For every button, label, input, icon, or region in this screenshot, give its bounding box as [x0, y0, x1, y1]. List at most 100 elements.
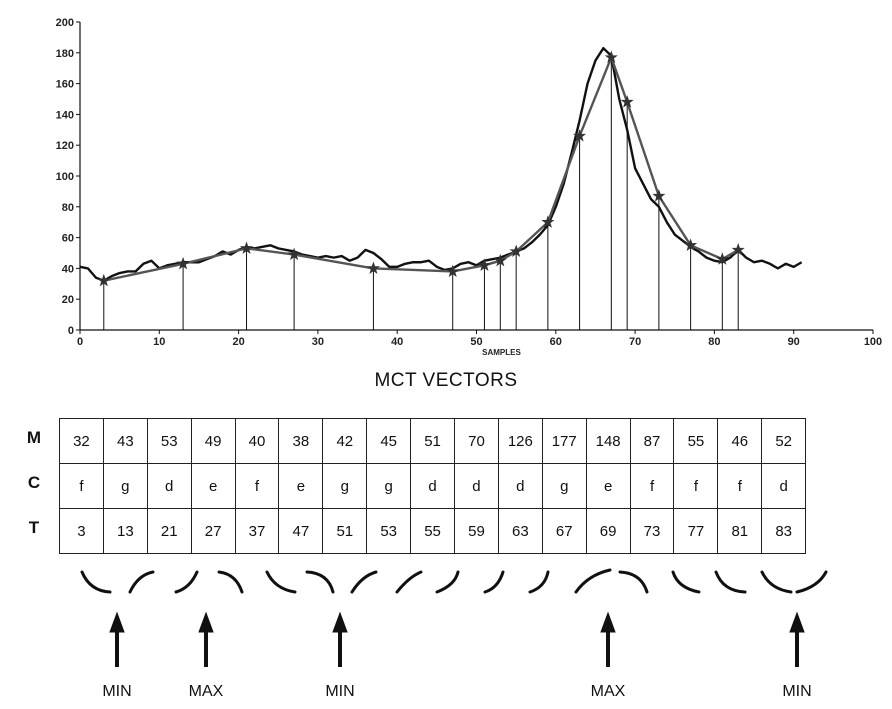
table-cell-c: g [366, 463, 412, 509]
star-marker [176, 256, 190, 270]
up-arrow-icon [109, 611, 125, 667]
y-tick-label: 140 [56, 109, 74, 121]
table-cell-t: 13 [102, 508, 148, 554]
table-cell-t: 69 [585, 508, 631, 554]
concave-down-curve-icon [618, 570, 649, 594]
table-cell-t: 53 [366, 508, 412, 554]
table-cell-m: 70 [454, 418, 499, 464]
y-tick-label: 100 [56, 171, 74, 183]
star-marker [573, 129, 587, 142]
x-tick-label: 90 [788, 336, 800, 348]
concave-curve-icon [574, 568, 612, 594]
extremum-label-min: MIN [782, 683, 812, 700]
x-tick-label: 80 [708, 336, 720, 348]
table-cell-t: 21 [146, 508, 192, 554]
up-arrow-icon [789, 611, 805, 667]
table-cell-c: f [673, 463, 719, 509]
concave-curve-icon [435, 570, 460, 594]
table-cell-m: 55 [673, 418, 719, 464]
star-marker [446, 264, 460, 278]
row-label-t: T [28, 518, 40, 537]
table-cell-t: 27 [190, 508, 236, 554]
extremum-label-min: MIN [102, 683, 132, 700]
y-tick-label: 180 [56, 48, 74, 60]
table-cell-m: 52 [761, 418, 807, 464]
table-cell-m: 42 [322, 418, 368, 464]
star-marker [509, 244, 523, 258]
y-tick-label: 120 [56, 140, 74, 152]
table-cell-c: d [497, 463, 543, 509]
section-title: MCT VECTORS [374, 370, 518, 391]
mct-approx-line [103, 56, 739, 282]
star-marker [493, 253, 507, 267]
star-marker [715, 252, 729, 265]
x-tick-label: 10 [153, 336, 165, 348]
table-cell-t: 37 [234, 508, 280, 554]
concave-down-curve-icon [305, 570, 335, 594]
x-tick-label: 70 [629, 336, 641, 348]
table-cell-c: d [761, 463, 807, 509]
row-label-c: C [27, 473, 41, 492]
concave-curve-icon [528, 570, 550, 594]
star-marker [239, 241, 254, 254]
star-marker [477, 258, 491, 271]
table-cell-t: 73 [629, 508, 675, 554]
table-row-m: 32 43 53 49 40 38 42 45 51 70 126 177 148 87 55 46 52 [59, 418, 807, 464]
y-tick-label: 200 [56, 17, 74, 29]
x-tick-label: 50 [470, 336, 482, 348]
star-marker [604, 50, 618, 64]
convex-curve-icon [671, 570, 701, 594]
table-cell-c: d [410, 463, 456, 509]
table-cell-c: g [541, 463, 587, 509]
x-axis-label: SAMPLES [482, 348, 521, 357]
star-marker [684, 238, 698, 251]
table-cell-m: 51 [410, 418, 456, 464]
raw-signal-line [79, 46, 803, 282]
table-cell-c: f [59, 463, 104, 509]
table-cell-c: f [629, 463, 675, 509]
convex-curve-icon [80, 570, 112, 594]
y-tick-label: 0 [68, 325, 74, 337]
table-cell-t: 77 [673, 508, 719, 554]
table-cell-m: 148 [585, 418, 631, 464]
table-cell-m: 32 [59, 418, 104, 464]
table-cell-t: 81 [717, 508, 763, 554]
x-tick-label: 40 [391, 336, 403, 348]
table-cell-m: 49 [190, 418, 236, 464]
table-cell-t: 51 [322, 508, 368, 554]
concave-curve-icon [128, 570, 155, 594]
table-row-t: 3 13 21 27 37 47 51 53 55 59 63 67 69 73 77 81 83 [59, 508, 807, 554]
table-cell-t: 63 [497, 508, 543, 554]
table-cell-c: g [102, 463, 148, 509]
y-tick-label: 80 [62, 202, 74, 214]
table-cell-t: 3 [59, 508, 104, 554]
concave-curve-icon [795, 570, 828, 594]
convex-curve-icon [760, 570, 793, 594]
extremum-label-max: MAX [590, 683, 626, 700]
extremum-label-min: MIN [325, 683, 355, 700]
x-tick-label: 100 [864, 336, 882, 348]
table-cell-t: 83 [761, 508, 807, 554]
x-tick-label: 0 [77, 336, 83, 348]
y-tick-label: 20 [62, 294, 74, 306]
table-cell-m: 38 [278, 418, 324, 464]
star-marker [366, 261, 380, 275]
table-cell-t: 59 [454, 508, 499, 554]
convex-curve-icon [714, 570, 747, 594]
convex-curve-icon [265, 570, 297, 594]
table-cell-c: d [454, 463, 499, 509]
y-tick-label: 60 [62, 233, 74, 245]
table-cell-c: f [717, 463, 763, 509]
table-cell-c: f [234, 463, 280, 509]
row-label-m: M [26, 428, 42, 447]
table-cell-m: 177 [541, 418, 587, 464]
table-cell-m: 126 [497, 418, 543, 464]
table-cell-m: 87 [629, 418, 675, 464]
concave-curve-icon [174, 570, 199, 594]
table-cell-m: 46 [717, 418, 763, 464]
star-marker [287, 247, 301, 261]
table-cell-t: 47 [278, 508, 324, 554]
x-tick-label: 60 [550, 336, 562, 348]
